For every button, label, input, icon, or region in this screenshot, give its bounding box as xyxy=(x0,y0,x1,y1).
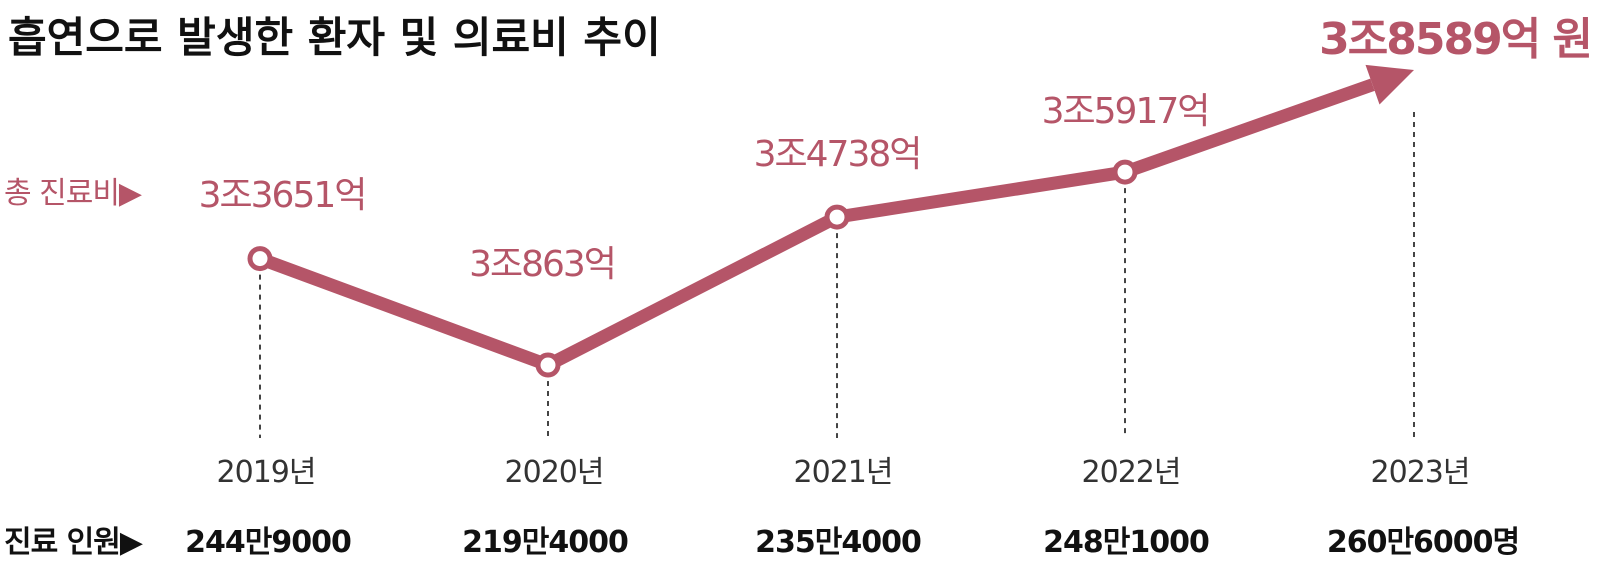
point-marker-3 xyxy=(1112,159,1138,185)
value-label-3: 3조5917억 xyxy=(1042,91,1209,132)
value-label-0: 3조3651억 xyxy=(199,175,366,216)
value-label-1: 3조863억 xyxy=(469,244,615,285)
value-label-2: 3조4738억 xyxy=(754,134,921,175)
patient-label-0: 244만9000 xyxy=(185,525,351,560)
x-tick-label-3: 2022년 xyxy=(1082,455,1181,490)
value-label-4: 3조8589억 원 xyxy=(1319,14,1591,65)
point-marker-2 xyxy=(824,204,850,230)
patients-prefix-label: 진료 인원▶ xyxy=(4,525,143,560)
value-labels: 3조3651억 3조863억 3조4738억 3조5917억 3조8589억 원 xyxy=(199,14,1593,285)
chart-title: 흡연으로 발생한 환자 및 의료비 추이 xyxy=(8,13,661,62)
patient-label-4: 260만6000명 xyxy=(1327,525,1519,560)
patient-label-3: 248만1000 xyxy=(1043,525,1209,560)
series-prefix-label: 총 진료비▶ xyxy=(4,176,142,211)
arrow-head-icon xyxy=(1365,64,1414,105)
patient-labels: 244만9000 219만4000 235만4000 248만1000 260만6000… xyxy=(185,525,1520,560)
x-tick-labels: 2019년 2020년 2021년 2022년 2023년 xyxy=(217,455,1471,490)
x-tick-label-4: 2023년 xyxy=(1371,455,1470,490)
point-marker-1 xyxy=(535,352,561,378)
guide-lines xyxy=(259,112,1415,438)
patient-label-1: 219만4000 xyxy=(462,525,628,560)
x-tick-label-2: 2021년 xyxy=(794,455,893,490)
point-markers xyxy=(247,159,1138,378)
x-tick-label-1: 2020년 xyxy=(505,455,604,490)
patient-label-2: 235만4000 xyxy=(755,525,921,560)
point-marker-0 xyxy=(247,246,273,272)
x-tick-label-0: 2019년 xyxy=(217,455,316,490)
